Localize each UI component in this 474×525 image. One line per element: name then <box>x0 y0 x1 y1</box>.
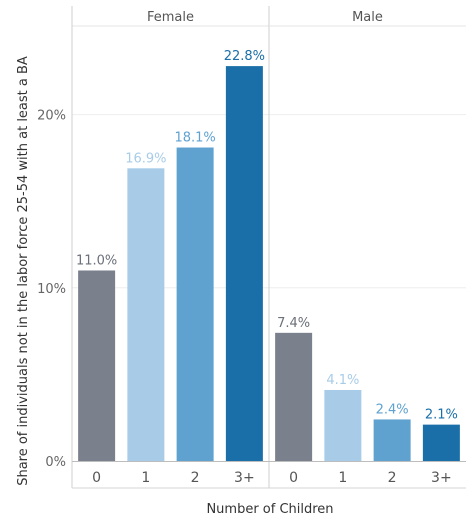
y-tick-label: 0% <box>45 455 66 470</box>
bar <box>324 389 362 461</box>
data-label: 16.9% <box>125 151 166 166</box>
y-tick-label: 20% <box>37 109 66 124</box>
data-label: 7.4% <box>277 316 310 331</box>
data-label: 4.1% <box>326 373 359 388</box>
x-tick-label: 1 <box>141 470 150 486</box>
data-label: 22.8% <box>224 49 265 64</box>
data-label: 2.4% <box>376 402 409 417</box>
label-layer: 11.0% 16.9% 18.1% 22.8% 7.4% 4.1% 2.4% 2.1% <box>76 49 458 423</box>
bar <box>127 168 165 462</box>
x-tick-label: 3+ <box>234 470 255 486</box>
data-label: 18.1% <box>174 131 215 146</box>
x-tick-label: 2 <box>191 470 200 486</box>
x-tick-label: 2 <box>388 470 397 486</box>
x-tick-label: 0 <box>289 470 298 486</box>
bar <box>275 332 313 461</box>
y-axis-title: Share of individuals not in the labor fo… <box>16 56 31 486</box>
bar <box>373 419 411 461</box>
x-tick-label: 0 <box>92 470 101 486</box>
panel-header-male: Male <box>352 10 383 25</box>
panel-header-female: Female <box>147 10 194 25</box>
bar-layer <box>78 66 460 462</box>
bar <box>225 66 263 461</box>
data-label: 2.1% <box>425 408 458 423</box>
bar <box>422 424 460 461</box>
x-tick-label: 1 <box>338 470 347 486</box>
x-tick-label: 3+ <box>431 470 452 486</box>
y-tick-label: 10% <box>37 282 66 297</box>
data-label: 11.0% <box>76 253 117 268</box>
bar <box>78 270 116 461</box>
x-axis-title: Number of Children <box>206 502 333 517</box>
panel-layer: Female Male <box>72 6 466 488</box>
axis-layer: 0% 10% 20% 0 1 2 3+ 0 1 2 3+ <box>37 6 466 489</box>
bar <box>176 147 214 461</box>
